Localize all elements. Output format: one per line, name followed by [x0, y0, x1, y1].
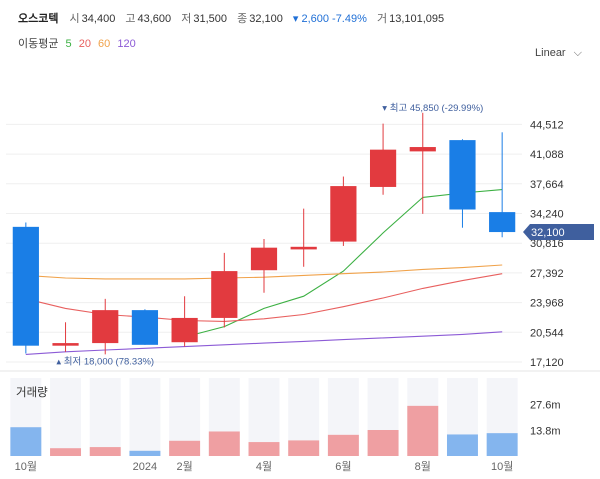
low-value: 31,500 [193, 13, 228, 25]
volume-bar [89, 447, 121, 456]
moving-average-legend[interactable]: 이동평균 5 20 60 120 [18, 35, 140, 51]
candle-body [449, 140, 476, 210]
candle-body [330, 186, 357, 242]
x-tick-label: 10월 [491, 460, 513, 473]
chevron-down-icon: ⌵ [573, 47, 582, 59]
x-tick-label: 6월 [335, 460, 351, 473]
stock-name: 오스코텍 [18, 13, 59, 25]
y-tick-label: 34,240 [530, 208, 564, 220]
y-tick-label: 37,664 [530, 179, 564, 191]
y-tick-label: 44,512 [530, 119, 564, 131]
volume-column-bg [129, 378, 161, 456]
close-label: 종 [237, 13, 248, 25]
close-value: 32,100 [249, 13, 283, 25]
volume-bar [327, 434, 359, 456]
high-value: 43,600 [137, 13, 172, 25]
volume-bar [208, 431, 240, 456]
volume-bar [367, 430, 399, 456]
volume-bar [248, 442, 280, 456]
current-price-label: 32,100 [531, 227, 565, 239]
candle-body [489, 212, 516, 233]
volume-value: 13,101,095 [389, 13, 445, 25]
volume-bar [169, 440, 201, 456]
candle-body [290, 246, 317, 250]
candle-body [171, 317, 198, 343]
x-tick-label: 4월 [256, 460, 272, 473]
candle-body [211, 271, 238, 318]
volume-label: 거 [376, 13, 388, 25]
scale-selector-label: Linear [535, 47, 566, 59]
change-value: ▾ 2,600 [292, 13, 330, 25]
volume-bar [446, 434, 478, 456]
volume-bar [50, 448, 82, 456]
volume-column-bg [50, 378, 82, 456]
y-tick-label: 30,816 [530, 238, 564, 250]
x-tick-label: 2024 [133, 461, 157, 473]
x-tick-label: 2월 [176, 460, 192, 473]
y-tick-label: 23,968 [530, 298, 564, 310]
ma-5-label: 5 [65, 38, 72, 50]
ma-20-label: 20 [78, 38, 91, 50]
max-price-annotation: ▾ 최고 45,850 (-29.99%) [382, 103, 483, 114]
x-tick-label: 10월 [15, 460, 37, 473]
volume-bar [10, 427, 42, 456]
candle-body [131, 310, 159, 345]
high-label: 고 [125, 13, 136, 25]
y-tick-label: 20,544 [530, 327, 564, 339]
candle-body [52, 343, 79, 346]
ma-120-label: 120 [117, 38, 136, 50]
volume-panel-label: 거래량 [16, 386, 48, 399]
current-price-tag [523, 224, 594, 241]
ma-60-label: 60 [98, 38, 111, 50]
volume-bar [288, 440, 320, 456]
volume-tick-label: 13.8m [530, 425, 561, 437]
open-label: 시 [69, 13, 80, 25]
change-percent: -7.49% [332, 13, 367, 25]
min-price-annotation: ▴ 최저 18,000 (78.33%) [56, 356, 154, 367]
candle-body [92, 310, 119, 344]
candle-body [409, 147, 436, 152]
open-value: 34,400 [81, 13, 116, 25]
stock-header: 오스코텍 시 34,400 고 43,600 저 31,500 종 32,100 ▾ 2… [18, 10, 451, 26]
candle-body [12, 226, 39, 346]
candle-body [250, 247, 278, 271]
x-tick-label: 8월 [415, 460, 431, 473]
y-tick-label: 17,120 [530, 357, 564, 369]
candle-body [369, 149, 397, 187]
y-tick-label: 27,392 [530, 268, 564, 280]
y-tick-label: 41,088 [530, 149, 564, 161]
volume-bar [129, 450, 161, 456]
volume-bar [407, 405, 439, 456]
moving-average-label: 이동평균 [18, 38, 59, 50]
volume-tick-label: 27.6m [530, 400, 561, 412]
volume-bar [486, 433, 518, 456]
low-label: 저 [181, 13, 192, 25]
volume-column-bg [89, 378, 121, 456]
scale-selector[interactable]: Linear ⌵ [535, 47, 582, 60]
